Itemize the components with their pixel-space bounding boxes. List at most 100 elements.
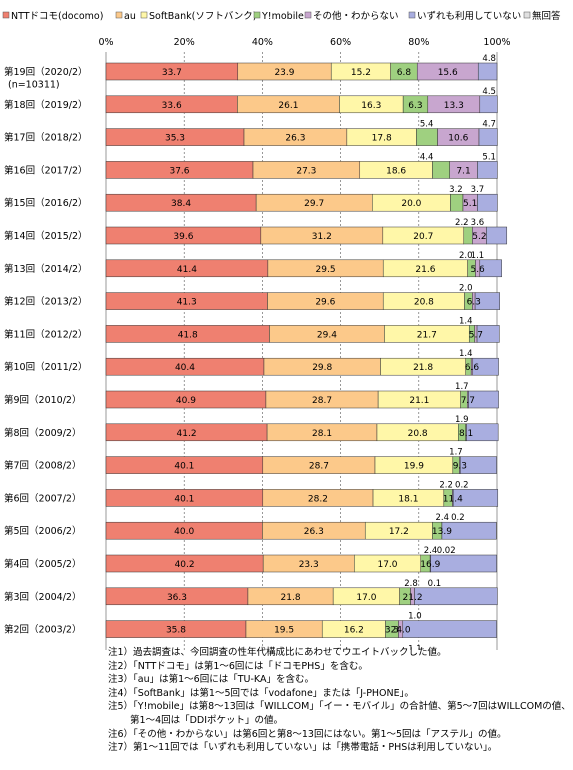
footnote-3: 注3）「au」は第1～6回には「TU-KA」を含む。 bbox=[108, 674, 314, 686]
category-label-7: 第12回（2013/2） bbox=[4, 296, 88, 308]
above-label-6-0: 2.0 bbox=[459, 251, 473, 261]
category-label-2: 第17回（2018/2） bbox=[4, 132, 88, 144]
bar-segment-2-3 bbox=[416, 128, 438, 146]
value-label-9-2: 21.8 bbox=[413, 363, 433, 373]
x-tick-label-5: 100% bbox=[483, 37, 510, 48]
value-label-8-0: 41.8 bbox=[178, 330, 198, 340]
above-label-8-0: 1.4 bbox=[459, 316, 473, 326]
category-label-6: 第13回（2014/2） bbox=[4, 263, 88, 275]
category-label-15: 第4回（2005/2） bbox=[4, 558, 81, 570]
x-tick-label-4: 80% bbox=[408, 37, 429, 48]
legend-swatch-5 bbox=[408, 11, 416, 19]
value-label-5-4: 5.2 bbox=[472, 232, 486, 242]
value-label-1-3: 6.3 bbox=[408, 101, 422, 111]
bar-segment-14-5 bbox=[441, 521, 497, 540]
above-label-5-0: 2.2 bbox=[455, 218, 469, 228]
category-label-3: 第16回（2017/2） bbox=[4, 164, 88, 176]
above-label-2-1: 4.7 bbox=[482, 120, 496, 130]
above-label-17-0: 1.0 bbox=[408, 612, 422, 622]
above-label-1-0: 4.5 bbox=[482, 87, 496, 97]
category-label-0: 第19回（2020/2） bbox=[4, 66, 88, 78]
above-label-4-0: 3.2 bbox=[449, 185, 463, 195]
legend-label-2: SoftBank(ソフトバンク) bbox=[149, 11, 257, 22]
value-label-3-1: 27.3 bbox=[296, 166, 316, 176]
bar-segment-3-5 bbox=[477, 161, 498, 179]
value-label-15-4: 16.9 bbox=[420, 560, 440, 570]
value-label-1-0: 33.6 bbox=[162, 101, 182, 111]
above-label-15-1: 0.02 bbox=[437, 546, 456, 556]
value-label-6-0: 41.4 bbox=[177, 265, 197, 275]
legend-label-5: いずれも利用していない bbox=[417, 10, 521, 22]
value-label-11-2: 20.8 bbox=[408, 429, 428, 439]
value-label-7-1: 29.6 bbox=[315, 298, 335, 308]
footnote-2: 注2）「NTTドコモ」は第1～6回には「ドコモPHS」を含む。 bbox=[108, 660, 368, 672]
category-label-10: 第9回（2010/2） bbox=[4, 394, 81, 406]
footnotes: 注1）過去調査は、今回調査の性年代構成比にあわせてウエイトバックした値。 注2）「… bbox=[108, 646, 571, 755]
above-label-2-0: 5.4 bbox=[420, 120, 434, 130]
value-label-6-2: 21.6 bbox=[415, 265, 435, 275]
category-label-1: 第18回（2019/2） bbox=[4, 99, 88, 111]
category-label-4: 第15回（2016/2） bbox=[4, 197, 88, 209]
value-label-16-0: 36.3 bbox=[167, 593, 187, 603]
above-label-9-0: 1.4 bbox=[459, 349, 473, 359]
value-label-16-4: 21.2 bbox=[403, 593, 423, 603]
value-labels: 33.7 23.9 15.2 6.8 15.6 4.8 33.6 26.1 16.3 6.3 13.… bbox=[162, 54, 496, 650]
value-label-17-1: 19.5 bbox=[274, 626, 294, 636]
value-label-2-2: 17.8 bbox=[372, 134, 392, 144]
category-label-16: 第3回（2004/2） bbox=[4, 591, 81, 603]
value-label-10-0: 40.9 bbox=[176, 396, 196, 406]
above-label-14-1: 2.4 bbox=[435, 513, 449, 523]
footnote-8: 注7）第1～11回では「いずれも利用していない」は「携帯電話・PHSは利用してい… bbox=[108, 742, 498, 754]
bar-segment-12-5 bbox=[459, 456, 497, 474]
value-label-4-1: 29.7 bbox=[304, 199, 324, 209]
value-label-0-3: 6.8 bbox=[397, 68, 412, 78]
value-label-17-2: 16.2 bbox=[344, 626, 364, 636]
value-label-5-0: 39.6 bbox=[173, 232, 193, 242]
x-axis: 0% 20% 40% 60% 80% 100% bbox=[98, 37, 510, 48]
bar-segment-2-5 bbox=[478, 128, 498, 146]
category-labels: 第19回（2020/2） (n=10311) 第18回（2019/2） 第17回（20… bbox=[4, 66, 88, 636]
stacked-bar-chart: NTTドコモ(docomo) au SoftBank(ソフトバンク) Y!mobile… bbox=[2, 10, 561, 650]
footnote-6: 第1～4回は「DDIポケット」の値。 bbox=[108, 714, 284, 726]
category-label-11: 第8回（2009/2） bbox=[4, 427, 81, 439]
category-note-0: (n=10311) bbox=[8, 80, 60, 91]
legend-swatch-1 bbox=[115, 11, 123, 19]
category-label-12: 第7回（2008/2） bbox=[4, 460, 81, 472]
above-label-0-0: 4.8 bbox=[482, 54, 496, 64]
footnote-1: 注1）過去調査は、今回調査の性年代構成比にあわせてウエイトバックした値。 bbox=[108, 647, 447, 658]
x-tick-label-2: 40% bbox=[252, 37, 273, 48]
bar-segment-4-5 bbox=[477, 193, 498, 212]
value-label-12-2: 19.9 bbox=[404, 462, 424, 472]
value-label-10-1: 28.7 bbox=[312, 396, 332, 406]
legend-label-6: 無回答 bbox=[532, 10, 561, 22]
category-label-13: 第6回（2007/2） bbox=[4, 492, 81, 504]
value-label-16-2: 17.0 bbox=[356, 593, 376, 603]
x-tick-label-3: 60% bbox=[330, 37, 351, 48]
legend-swatch-4 bbox=[304, 11, 312, 19]
value-label-11-0: 41.2 bbox=[177, 429, 197, 439]
value-label-15-1: 23.3 bbox=[299, 560, 319, 570]
legend-label-1: au bbox=[124, 11, 136, 22]
bar-segment-3-3 bbox=[432, 161, 450, 179]
bar-segment-10-5 bbox=[468, 390, 499, 409]
value-label-2-1: 26.3 bbox=[285, 134, 305, 144]
value-label-0-2: 15.2 bbox=[351, 68, 371, 78]
value-label-2-0: 35.3 bbox=[165, 134, 185, 144]
legend-swatch-6 bbox=[523, 11, 531, 19]
value-label-7-2: 20.8 bbox=[414, 298, 434, 308]
footnote-4: 注4）「SoftBank」は第1～5回では「vodafone」または「J-PHO… bbox=[108, 687, 414, 699]
value-label-16-1: 21.8 bbox=[281, 593, 301, 603]
value-label-8-4: 5.7 bbox=[469, 330, 483, 340]
bar-segment-5-5 bbox=[486, 226, 508, 245]
above-label-14-0: 0.2 bbox=[451, 513, 465, 523]
category-label-17: 第2回（2003/2） bbox=[4, 624, 81, 636]
value-label-1-2: 16.3 bbox=[361, 101, 381, 111]
chart-legend: NTTドコモ(docomo) au SoftBank(ソフトバンク) Y!mobile… bbox=[2, 10, 561, 22]
bar-segment-13-5 bbox=[452, 489, 499, 507]
above-label-10-0: 1.7 bbox=[455, 382, 469, 392]
category-label-14: 第5回（2006/2） bbox=[4, 525, 81, 537]
value-label-14-1: 26.3 bbox=[304, 527, 324, 537]
bar-segment-8-5 bbox=[476, 325, 500, 343]
legend-swatch-2 bbox=[140, 11, 148, 19]
footnote-5: 注5）「Y!mobile」は第8～13回は「WILLCOM」「イー・モバイル」の… bbox=[108, 701, 571, 713]
